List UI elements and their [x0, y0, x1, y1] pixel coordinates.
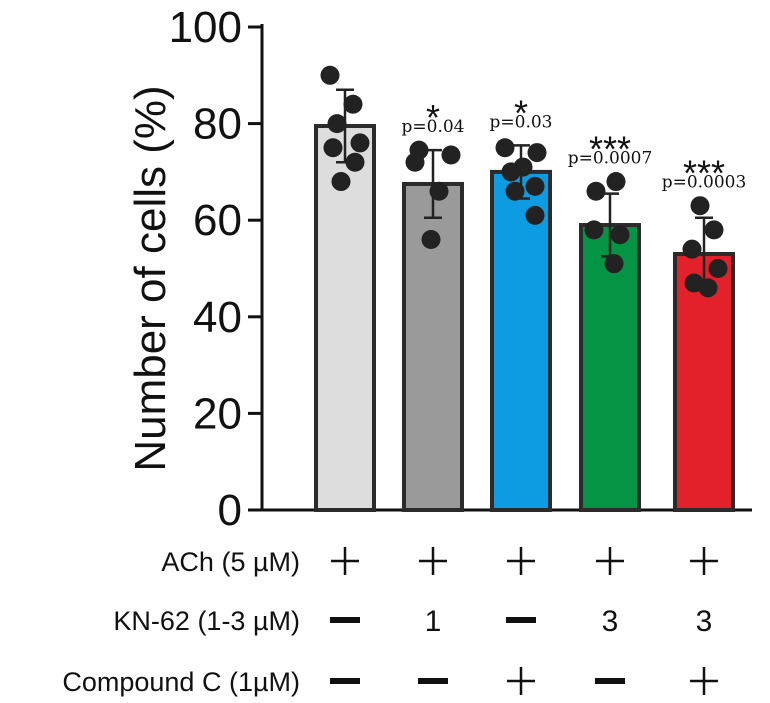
data-point: [495, 138, 515, 158]
p-value-label: p=0.03: [490, 112, 553, 132]
y-axis-title: Number of cells (%): [126, 85, 175, 471]
data-point: [441, 145, 461, 165]
data-point: [698, 278, 718, 298]
significance-stars: *: [426, 97, 440, 138]
bar: [490, 169, 552, 512]
condition-label: ACh (5 µM): [161, 547, 300, 577]
data-point: [527, 143, 547, 163]
data-point: [708, 259, 728, 278]
data-point: [327, 114, 347, 134]
bar: [579, 223, 641, 512]
data-point: [584, 220, 604, 240]
data-point: [505, 181, 525, 201]
data-point: [525, 176, 545, 196]
significance-stars: ***: [589, 129, 631, 170]
data-point: [606, 172, 626, 192]
data-point: [350, 133, 370, 153]
p-value-label: p=0.04: [402, 117, 465, 137]
significance-stars: *: [514, 92, 528, 133]
condition-label: Compound C (1µM): [62, 667, 300, 697]
data-point: [501, 162, 521, 182]
data-point: [429, 181, 449, 201]
y-tick-label: 40: [193, 293, 242, 342]
data-point: [323, 138, 343, 158]
y-tick-label: 100: [169, 3, 242, 52]
data-point: [682, 239, 702, 259]
condition-value: 1: [425, 605, 442, 638]
data-point: [690, 196, 710, 216]
data-point: [405, 152, 425, 172]
data-point: [610, 225, 630, 245]
data-point: [320, 65, 340, 85]
y-tick-label: 60: [193, 196, 242, 245]
p-value-label: p=0.0003: [662, 173, 747, 193]
data-point: [343, 94, 363, 114]
condition-value: 3: [602, 605, 619, 638]
condition-label: KN-62 (1-3 µM): [113, 606, 300, 636]
significance-stars: ***: [683, 153, 725, 194]
p-value-label: p=0.0007: [568, 149, 653, 169]
data-point: [604, 254, 624, 274]
data-point: [331, 172, 351, 192]
data-point: [704, 220, 724, 240]
data-point: [345, 152, 365, 172]
y-tick-label: 80: [193, 100, 242, 149]
y-tick-label: 20: [193, 389, 242, 438]
y-tick-label: 0: [218, 486, 242, 535]
condition-value: 3: [696, 605, 713, 638]
data-point: [421, 230, 441, 250]
data-point: [586, 181, 606, 201]
data-point: [525, 205, 545, 225]
